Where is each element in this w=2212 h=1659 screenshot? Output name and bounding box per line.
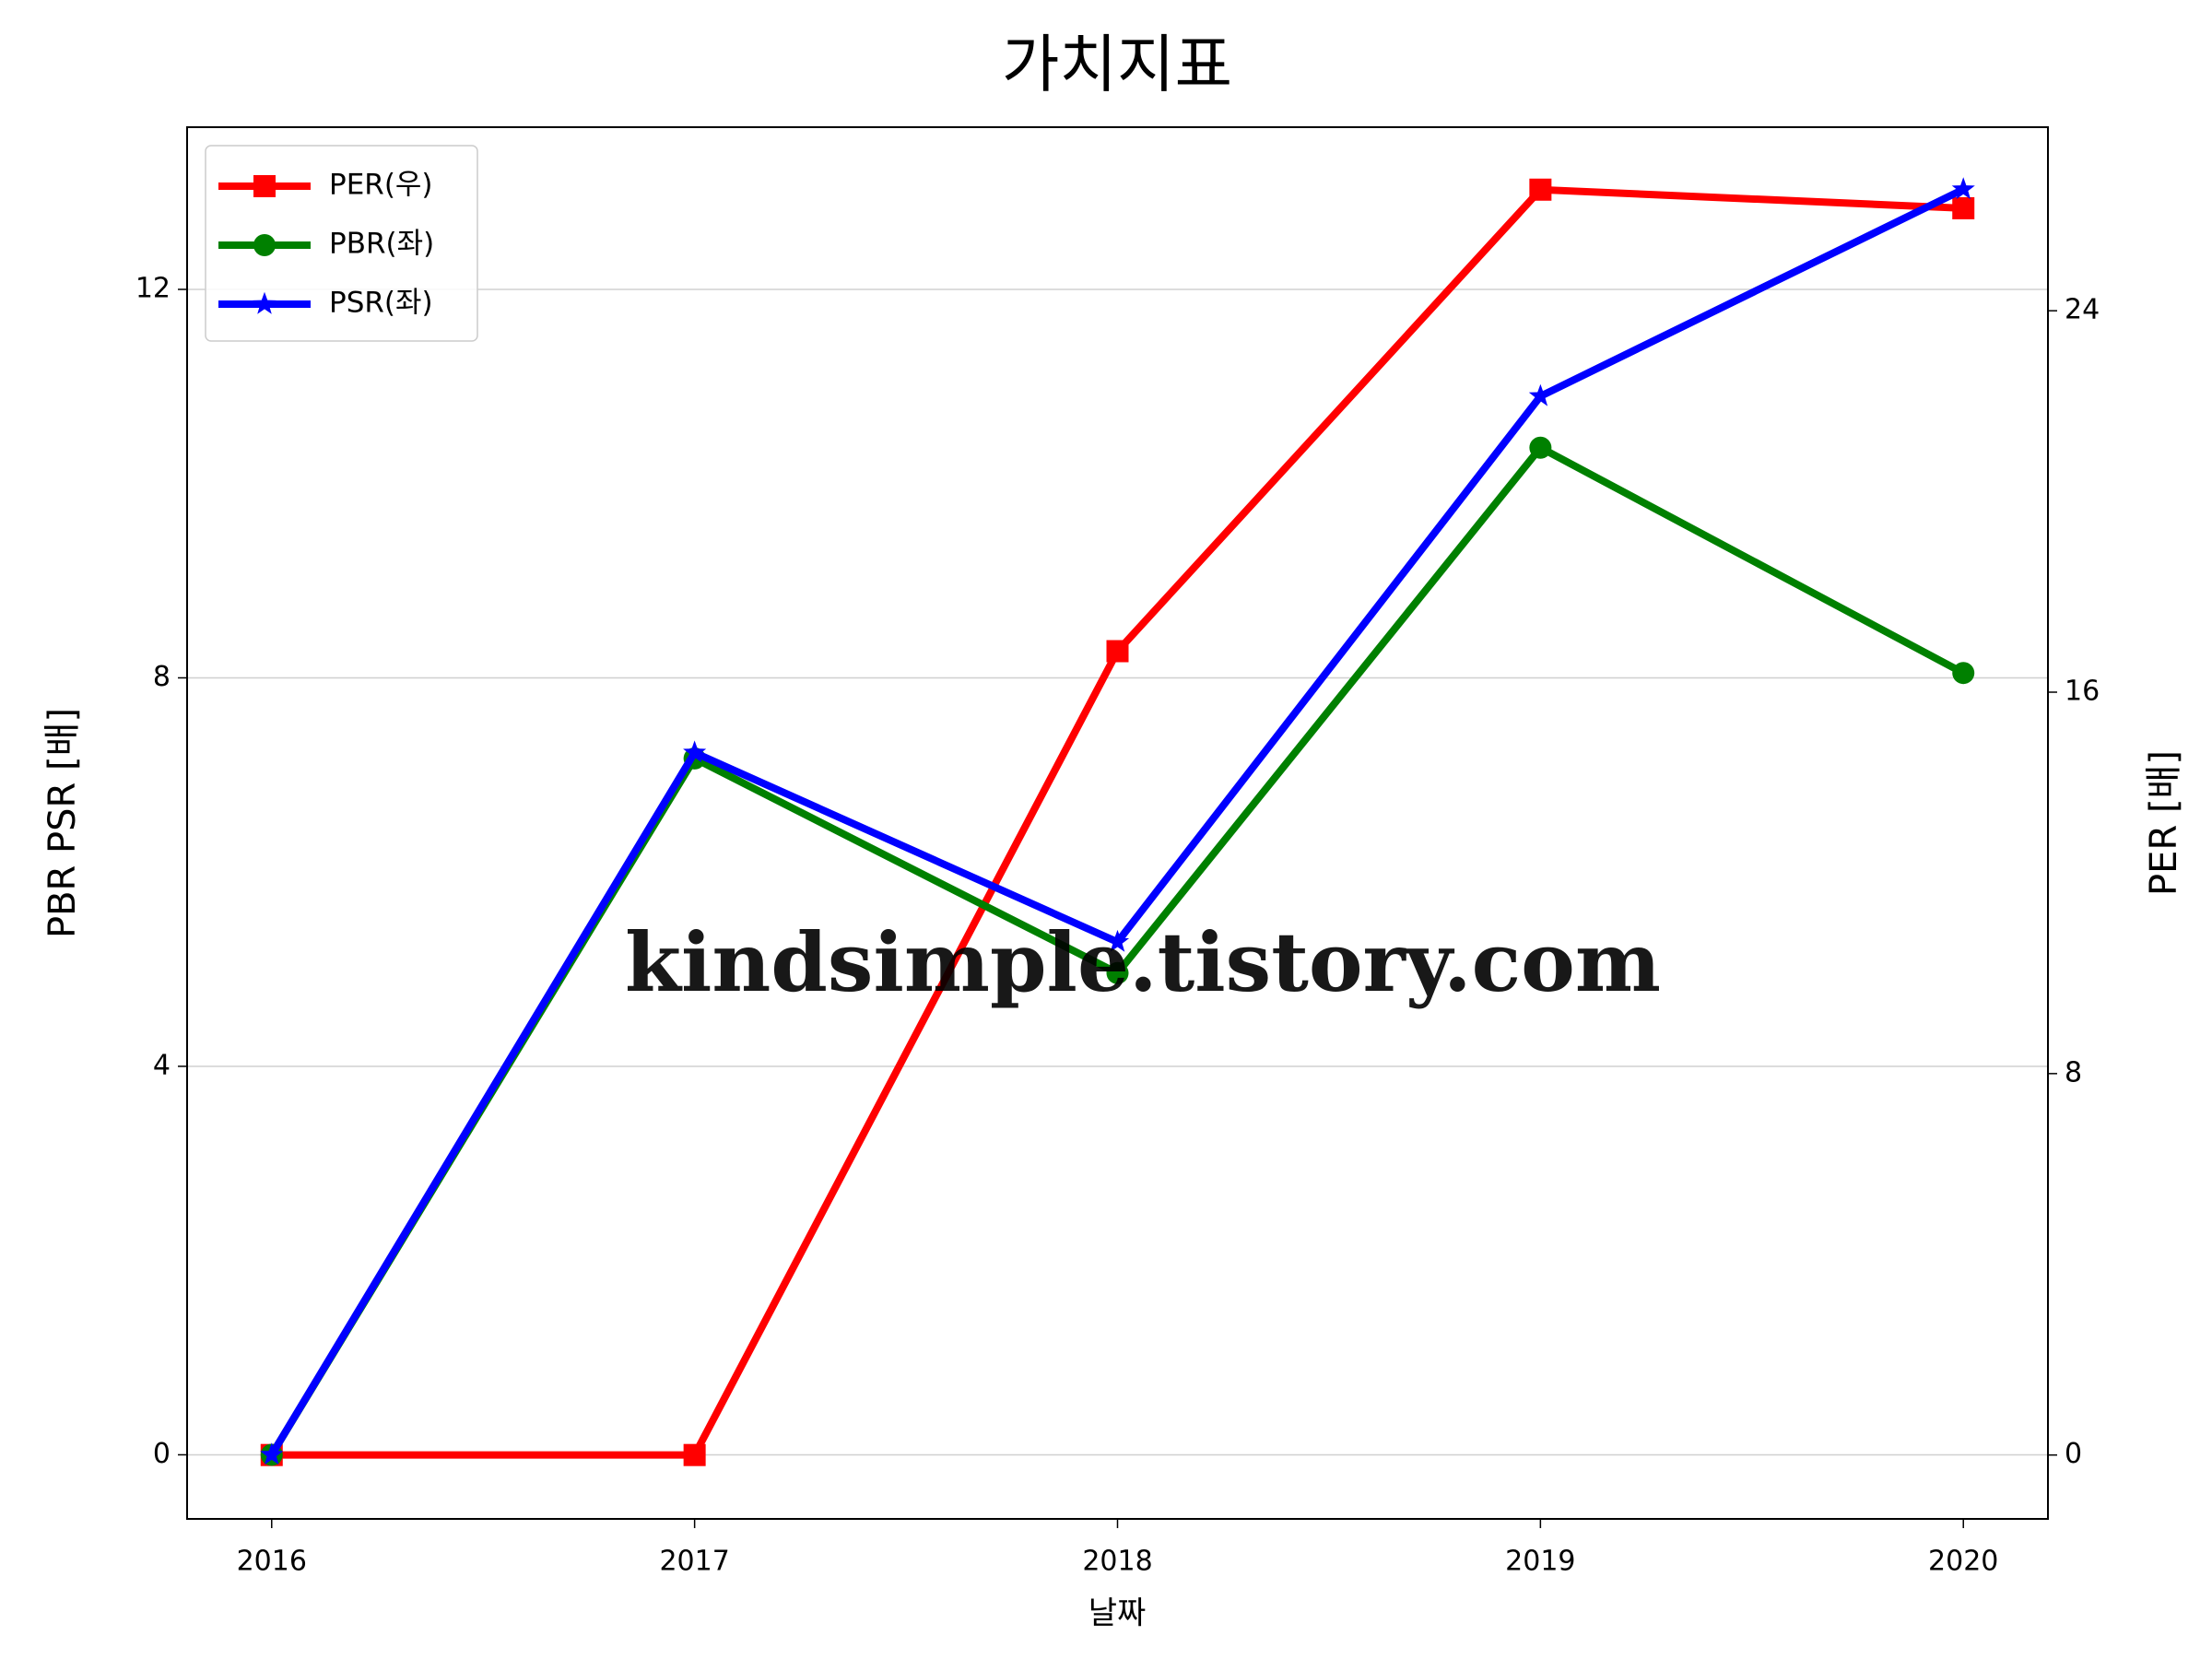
legend-label: PBR(좌)	[329, 228, 434, 261]
x-tick-label: 2016	[237, 1546, 307, 1578]
x-tick-label: 2018	[1082, 1546, 1152, 1578]
y-axis-label: PBR PSR [배]	[41, 708, 84, 938]
y-tick-label: 0	[153, 1438, 171, 1470]
marker	[1529, 178, 1552, 201]
marker	[683, 1443, 706, 1466]
x-tick-label: 2017	[659, 1546, 729, 1578]
marker	[1105, 929, 1130, 952]
y-tick-label: 12	[135, 272, 171, 304]
watermark: kindsimple.tistory.com	[625, 914, 1661, 1010]
y2-tick-label: 24	[2065, 294, 2100, 326]
legend-marker	[253, 175, 276, 197]
marker	[1106, 640, 1129, 663]
plot-frame	[186, 126, 2049, 1520]
marker	[1952, 662, 1975, 685]
y2-tick-label: 0	[2065, 1438, 2082, 1470]
marker	[1529, 436, 1552, 459]
marker	[260, 1442, 284, 1465]
legend-label: PER(우)	[329, 169, 433, 202]
legend: PER(우) PBR(좌) PSR(좌)	[205, 145, 478, 342]
x-tick-label: 2020	[1928, 1546, 1998, 1578]
y-tick-label: 8	[153, 661, 171, 693]
x-tick-label: 2019	[1505, 1546, 1575, 1578]
marker	[1106, 961, 1129, 984]
marker	[683, 740, 707, 763]
x-axis-label: 날짜	[1088, 1595, 1147, 1632]
marker	[1952, 196, 1975, 219]
y-tick-label: 4	[153, 1049, 171, 1081]
legend-marker	[253, 234, 276, 256]
legend-label: PSR(좌)	[329, 287, 433, 320]
marker	[1528, 383, 1552, 406]
legend-marker	[253, 291, 276, 314]
chart-title: 가치지표	[1002, 29, 1232, 102]
y2-axis-label: PER [배]	[2143, 750, 2185, 896]
marker	[1951, 177, 1975, 200]
y2-tick-label: 16	[2065, 676, 2100, 708]
y2-tick-label: 8	[2065, 1056, 2082, 1088]
